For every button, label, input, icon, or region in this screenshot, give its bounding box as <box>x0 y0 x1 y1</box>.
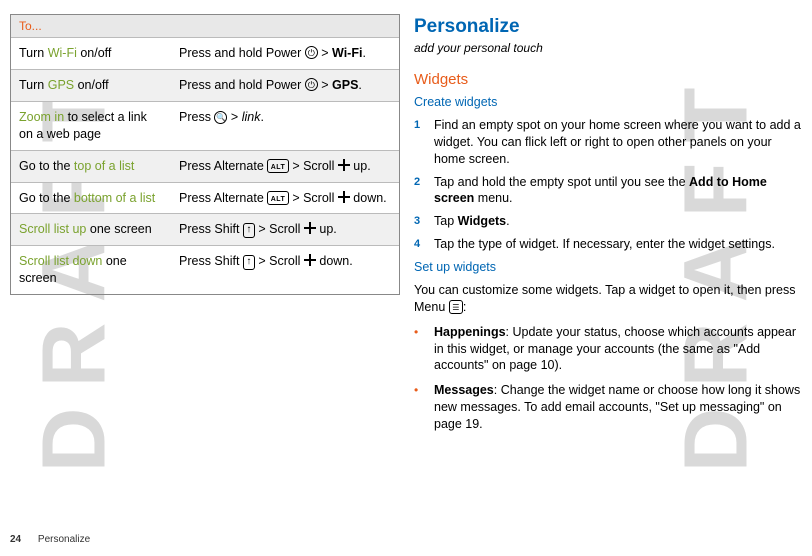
step-text: Tap and hold the empty spot until you se… <box>434 174 806 208</box>
arrowup-key-icon <box>243 255 255 270</box>
table-row: Zoom in to select a link on a web pagePr… <box>11 102 399 151</box>
bullet-text: Happenings: Update your status, choose w… <box>434 324 806 375</box>
power-key-icon <box>305 78 318 91</box>
arrowup-key-icon <box>243 223 255 238</box>
table-cell-action: Scroll list up one screen <box>11 214 171 245</box>
power-key-icon <box>305 46 318 59</box>
table-cell-instruction: Press Alternate > Scroll up. <box>171 151 399 182</box>
table-cell-instruction: Press and hold Power > Wi-Fi. <box>171 38 399 69</box>
dpad-icon <box>338 159 350 171</box>
numbered-steps: 1Find an empty spot on your home screen … <box>414 117 806 253</box>
dpad-icon <box>304 254 316 266</box>
bullet-icon: • <box>414 324 424 375</box>
table-row: Scroll list down one screenPress Shift >… <box>11 246 399 294</box>
step-text: Tap the type of widget. If necessary, en… <box>434 236 806 253</box>
page-container: To... Turn Wi-Fi on/offPress and hold Po… <box>0 0 812 556</box>
step-text: Find an empty spot on your home screen w… <box>434 117 806 168</box>
widgets-heading: Widgets <box>414 70 806 90</box>
step-number: 2 <box>414 174 424 208</box>
table-row: Turn GPS on/offPress and hold Power > GP… <box>11 70 399 102</box>
alt-key-icon <box>267 191 289 205</box>
setup-para-a: You can customize some widgets. Tap a wi… <box>414 283 795 314</box>
table-header: To... <box>11 15 399 38</box>
table-cell-action: Turn Wi-Fi on/off <box>11 38 171 69</box>
step-text: Tap Widgets. <box>434 213 806 230</box>
shortcuts-table: To... Turn Wi-Fi on/offPress and hold Po… <box>10 14 400 295</box>
table-cell-instruction: Press and hold Power > GPS. <box>171 70 399 101</box>
table-row: Go to the top of a listPress Alternate >… <box>11 151 399 183</box>
create-widgets-heading: Create widgets <box>414 94 806 111</box>
menu-key-icon <box>449 300 463 314</box>
dpad-icon <box>304 222 316 234</box>
table-cell-action: Scroll list down one screen <box>11 246 171 294</box>
search-key-icon <box>214 111 227 124</box>
left-column: To... Turn Wi-Fi on/offPress and hold Po… <box>10 14 400 542</box>
table-row: Go to the bottom of a listPress Alternat… <box>11 183 399 215</box>
table-row: Turn Wi-Fi on/offPress and hold Power > … <box>11 38 399 70</box>
step-number: 1 <box>414 117 424 168</box>
bullet-icon: • <box>414 382 424 433</box>
step-item: 2 Tap and hold the empty spot until you s… <box>414 174 806 208</box>
dpad-icon <box>338 191 350 203</box>
setup-paragraph: You can customize some widgets. Tap a wi… <box>414 282 806 316</box>
bullet-item: •Happenings: Update your status, choose … <box>414 324 806 375</box>
table-cell-action: Go to the bottom of a list <box>11 183 171 214</box>
table-cell-action: Go to the top of a list <box>11 151 171 182</box>
alt-key-icon <box>267 159 289 173</box>
setup-widgets-heading: Set up widgets <box>414 259 806 276</box>
bullet-text: Messages: Change the widget name or choo… <box>434 382 806 433</box>
table-cell-instruction: Press Alternate > Scroll down. <box>171 183 399 214</box>
right-column: Personalize add your personal touch Widg… <box>414 14 810 542</box>
table-row: Scroll list up one screenPress Shift > S… <box>11 214 399 246</box>
table-cell-instruction: Press Shift > Scroll down. <box>171 246 399 294</box>
bullet-item: •Messages: Change the widget name or cho… <box>414 382 806 433</box>
table-cell-action: Zoom in to select a link on a web page <box>11 102 171 150</box>
step-item: 4 Tap the type of widget. If necessary, e… <box>414 236 806 253</box>
table-cell-instruction: Press > link. <box>171 102 399 150</box>
table-cell-action: Turn GPS on/off <box>11 70 171 101</box>
setup-para-b: : <box>463 300 466 314</box>
step-number: 4 <box>414 236 424 253</box>
step-item: 1Find an empty spot on your home screen … <box>414 117 806 168</box>
section-subtitle: add your personal touch <box>414 40 806 56</box>
section-title: Personalize <box>414 14 806 40</box>
step-item: 3 Tap Widgets. <box>414 213 806 230</box>
step-number: 3 <box>414 213 424 230</box>
bullet-list: •Happenings: Update your status, choose … <box>414 324 806 433</box>
table-cell-instruction: Press Shift > Scroll up. <box>171 214 399 245</box>
